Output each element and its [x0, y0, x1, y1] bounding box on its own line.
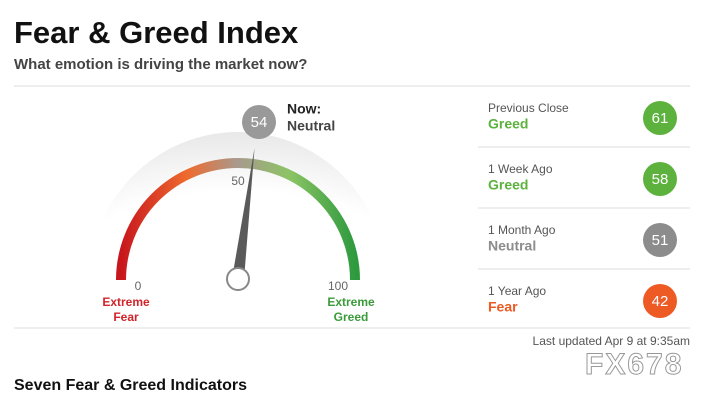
end-label: Fear: [113, 310, 139, 324]
history-value: 61: [652, 110, 669, 127]
history-bubble: [643, 162, 677, 196]
needle-hub: [226, 267, 250, 291]
history-label: 1 Week Ago: [488, 162, 553, 176]
history-label: 1 Month Ago: [488, 223, 556, 237]
subtitle: What emotion is driving the market now?: [14, 56, 307, 73]
end-label: Greed: [334, 310, 369, 324]
history-label: 1 Year Ago: [488, 284, 546, 298]
history-bubble: [643, 223, 677, 257]
gauge-background: [90, 132, 386, 280]
history-value: 51: [652, 232, 669, 249]
history-value: 42: [652, 293, 669, 310]
end-label: Extreme: [102, 295, 150, 309]
tick-label: 100: [328, 279, 348, 293]
history-bubble: [643, 284, 677, 318]
now-label: Now:: [287, 101, 321, 117]
value-bubble: [242, 105, 276, 139]
tick-label: 50: [231, 174, 245, 188]
section-heading: Seven Fear & Greed Indicators: [14, 377, 247, 394]
title: Fear & Greed Index: [14, 15, 299, 50]
gauge-arc: [116, 158, 360, 281]
needle: [232, 148, 255, 280]
history-value: 58: [652, 171, 669, 188]
end-label: Extreme: [327, 295, 375, 309]
watermark: FX678: [585, 348, 683, 381]
tick-label: 0: [135, 279, 142, 293]
history-label: Previous Close: [488, 101, 569, 115]
value-label: 54: [251, 114, 268, 131]
rating: Neutral: [287, 118, 335, 134]
history-rating: Fear: [488, 299, 518, 315]
history-rating: Greed: [488, 177, 528, 193]
history-rating: Neutral: [488, 238, 536, 254]
history-bubble: [643, 101, 677, 135]
history-rating: Greed: [488, 116, 528, 132]
updated: Last updated Apr 9 at 9:35am: [533, 334, 690, 348]
